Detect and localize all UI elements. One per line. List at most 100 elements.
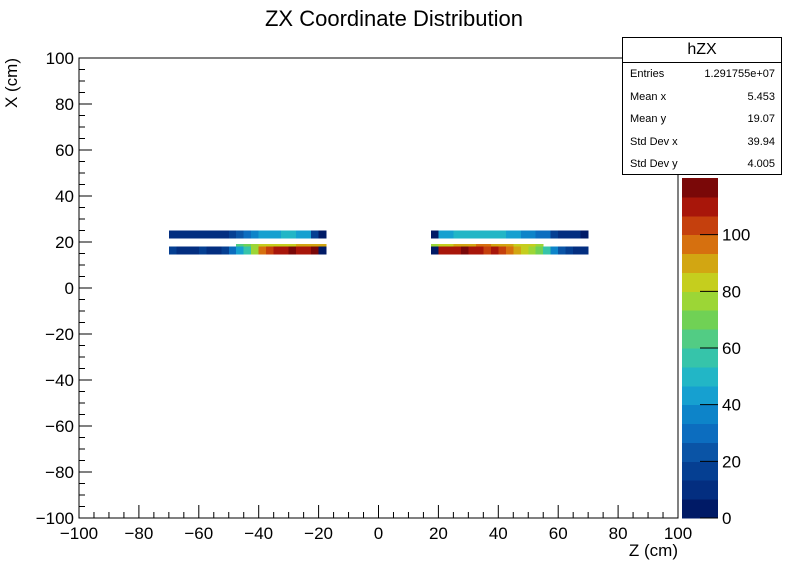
heatmap-cell xyxy=(303,230,312,239)
colorbar-segment xyxy=(682,329,718,349)
stats-value: 19.07 xyxy=(747,113,775,125)
heatmap-cell xyxy=(468,230,477,239)
heatmap-cell xyxy=(505,230,514,239)
colorbar-tick-label: 80 xyxy=(722,282,741,301)
heatmap-cell xyxy=(228,230,237,239)
heatmap-cell xyxy=(543,246,552,255)
y-tick-label: −40 xyxy=(45,371,74,390)
heatmap-cell xyxy=(550,230,559,239)
heatmap-cell xyxy=(513,243,522,247)
heatmap-cell xyxy=(535,246,544,255)
colorbar-segment xyxy=(682,215,718,236)
y-tick-label: 100 xyxy=(46,49,74,68)
heatmap-cell xyxy=(498,230,507,239)
x-tick-label: 60 xyxy=(549,524,568,543)
heatmap-cell xyxy=(483,230,492,239)
heatmap-cell xyxy=(580,230,589,239)
heatmap-cell xyxy=(490,230,499,239)
heatmap-cell xyxy=(258,230,267,239)
heatmap-cell xyxy=(266,230,275,239)
heatmap-cell xyxy=(438,243,447,247)
heatmap-cell xyxy=(243,246,252,255)
colorbar-segment xyxy=(682,461,718,481)
heatmap-cell xyxy=(483,246,492,255)
heatmap-cell xyxy=(191,230,200,239)
y-tick-label: 40 xyxy=(55,187,74,206)
heatmap-cell xyxy=(303,246,312,255)
heatmap-cell xyxy=(251,230,260,239)
colorbar-segment xyxy=(682,234,718,255)
x-tick-label: 0 xyxy=(374,524,383,543)
y-tick-label: −60 xyxy=(45,417,74,436)
colorbar-tick-label: 20 xyxy=(722,452,741,471)
heatmap-cell xyxy=(453,243,462,247)
heatmap-cell xyxy=(243,243,252,247)
heatmap-cell xyxy=(318,246,327,255)
heatmap-cell xyxy=(490,243,499,247)
stats-label: Entries xyxy=(630,68,665,80)
heatmap-cell xyxy=(258,243,267,247)
stats-label: Std Dev x xyxy=(630,135,678,148)
y-tick-label: −100 xyxy=(36,509,74,528)
x-tick-label: 80 xyxy=(609,524,628,543)
heatmap-cell xyxy=(273,230,282,239)
chart-title: ZX Coordinate Distribution xyxy=(264,6,523,31)
heatmap-cell xyxy=(311,246,319,255)
heatmap-cell xyxy=(288,246,297,255)
heatmap-cell xyxy=(228,246,237,255)
stats-value: 4.005 xyxy=(747,158,775,170)
heatmap-cell xyxy=(565,246,574,255)
heatmap-cell xyxy=(460,230,469,239)
heatmap-cell xyxy=(251,243,260,247)
heatmap-cell xyxy=(221,246,230,255)
colorbar-segment xyxy=(682,366,718,387)
stats-label: Mean x xyxy=(630,90,667,103)
heatmap-cell xyxy=(475,230,484,239)
y-tick-label: 80 xyxy=(55,95,74,114)
heatmap-cell xyxy=(281,246,290,255)
heatmap-cell xyxy=(266,246,275,255)
y-tick-label: 60 xyxy=(55,141,74,160)
heatmap-cell xyxy=(318,230,327,239)
heatmap-cell xyxy=(243,230,252,239)
stats-label: Mean y xyxy=(630,113,667,125)
heatmap-cell xyxy=(281,243,290,247)
heatmap-cell xyxy=(520,246,529,255)
colorbar-segment xyxy=(682,196,718,217)
heatmap-cell xyxy=(168,230,177,239)
colorbar-segment xyxy=(682,385,718,406)
heatmap-cell xyxy=(206,246,215,255)
heatmap-cell xyxy=(251,246,260,255)
colorbar-segment xyxy=(682,499,718,519)
heatmap-cell xyxy=(206,230,215,239)
heatmap-cell xyxy=(445,230,454,239)
heatmap-cell xyxy=(445,243,454,247)
heatmap-cell xyxy=(513,246,522,255)
x-axis-label: Z (cm) xyxy=(629,541,678,560)
colorbar-segment xyxy=(682,442,718,462)
heatmap-cell xyxy=(453,246,462,255)
heatmap-cell xyxy=(573,230,582,239)
y-tick-label: 0 xyxy=(65,279,74,298)
color-scale-bar: 0 20 40 60 80 100 xyxy=(682,178,750,528)
heatmap-cell xyxy=(266,243,275,247)
heatmap-cell xyxy=(520,230,529,239)
heatmap-cell xyxy=(236,243,245,247)
y-tick-label: −20 xyxy=(45,325,74,344)
heatmap-cell xyxy=(543,230,552,239)
heatmap-cell xyxy=(288,243,297,247)
heatmap-cells xyxy=(168,230,589,255)
heatmap-cell xyxy=(213,246,222,255)
x-tick-label: 100 xyxy=(664,524,692,543)
heatmap-cell xyxy=(183,230,192,239)
heatmap-cell xyxy=(296,246,305,255)
heatmap-cell xyxy=(460,246,469,255)
heatmap-cell xyxy=(505,246,514,255)
heatmap-cell xyxy=(520,243,529,247)
colorbar-tick-label: 40 xyxy=(722,396,741,415)
heatmap-cell xyxy=(460,243,469,247)
colorbar-segment xyxy=(682,291,718,311)
heatmap-cell xyxy=(573,246,582,255)
heatmap-cell xyxy=(445,246,454,255)
stats-row-entries: Entries 1.291755e+07 xyxy=(623,63,781,86)
